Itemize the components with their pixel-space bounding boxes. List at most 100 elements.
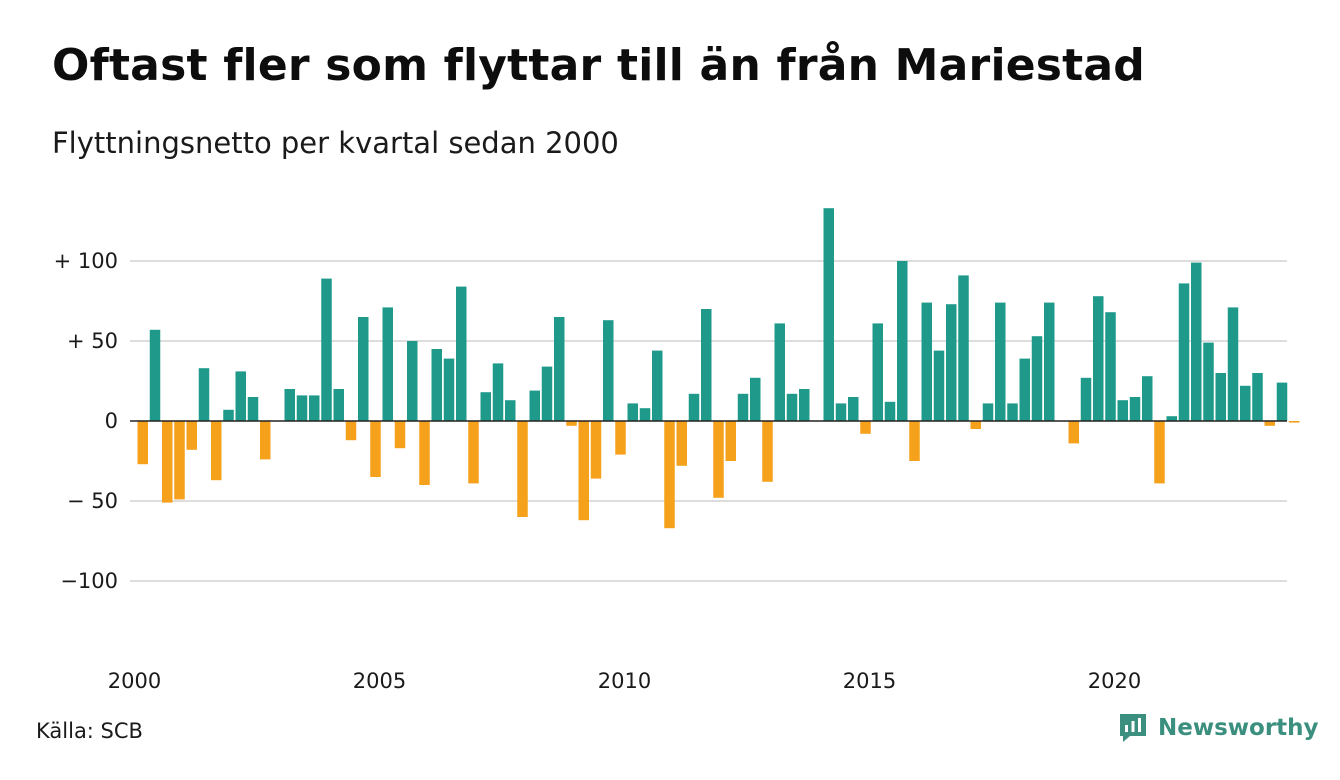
bar [492,363,504,421]
bar [456,286,467,421]
bar [970,421,981,429]
bar [921,302,932,421]
bar [897,261,908,421]
chart-title: Oftast fler som flyttar till än från Mar… [52,40,1145,91]
bar [480,392,491,421]
bar [676,421,687,466]
bar [774,323,785,421]
bar [529,390,540,421]
y-tick-label: + 50 [67,329,118,353]
bar [260,421,271,460]
bar [1215,373,1226,421]
bar [1031,336,1043,421]
bar [958,275,969,421]
brand-name: Newsworthy [1158,715,1319,741]
bar [578,421,589,521]
bar [1252,373,1263,421]
x-tick-label: 2010 [598,669,651,693]
bar [1142,376,1153,421]
bar [823,208,834,421]
bar [982,403,994,421]
bar [235,371,246,421]
bar [1178,283,1190,421]
bar [149,329,161,421]
bar [713,421,724,498]
bar [1068,421,1079,444]
y-tick-label: −100 [60,569,118,593]
bar [639,408,651,421]
bar [370,421,381,477]
chart-subtitle: Flyttningsnetto per kvartal sedan 2000 [52,126,619,160]
x-axis-ticks: 2000 2005 2010 2015 2020 [108,669,1141,693]
bar [933,350,945,421]
bar [321,278,332,421]
bar [1191,262,1202,421]
bar [309,395,320,421]
bar [590,421,602,479]
bar [1276,382,1288,421]
bar [946,304,957,421]
bar [872,323,883,421]
y-tick-label: + 100 [54,249,118,273]
bar [1007,403,1018,421]
bar [1129,397,1141,421]
bar [247,397,259,421]
bar [835,403,847,421]
x-tick-label: 2000 [108,669,161,693]
bar [431,349,442,421]
bar [186,421,197,450]
bar [725,421,736,461]
bar [554,317,565,421]
bar [382,307,393,421]
y-tick-label: − 50 [67,489,118,513]
bar [541,366,553,421]
bar [443,358,455,421]
bar [1240,385,1251,421]
x-tick-label: 2005 [353,669,406,693]
bar [627,403,638,421]
bar [1264,421,1275,426]
bar [652,350,663,421]
bar [860,421,871,434]
bar [1166,416,1177,421]
bar [296,395,308,421]
bar [799,389,810,421]
bar [394,421,406,449]
bar [1289,421,1300,423]
bar [284,389,295,421]
bar [468,421,479,484]
y-axis-ticks: + 100 + 50 0 − 50 −100 [54,249,118,593]
bar [995,302,1006,421]
bar [737,393,749,421]
bars [137,208,1300,529]
bar [884,401,896,421]
bar [688,393,700,421]
bar [505,400,516,421]
bar [1227,307,1239,421]
bar [909,421,920,461]
bar [1105,312,1116,421]
bar [162,421,173,503]
bar [358,317,369,421]
bar [137,421,148,465]
newsworthy-logo-icon [1120,714,1146,742]
brand-logo: Newsworthy [1118,712,1319,744]
bar [211,421,222,481]
bar [762,421,773,482]
bar [1044,302,1055,421]
bar [848,397,859,421]
bar [786,393,798,421]
bar [701,309,712,421]
bar [1019,358,1030,421]
bar [407,341,418,421]
bar [615,421,626,455]
bar [664,421,675,529]
bar [1093,296,1104,421]
bar [603,320,614,421]
bar [1154,421,1165,484]
bar [1117,400,1128,421]
y-tick-label: 0 [105,409,118,433]
bar [333,389,344,421]
bar [174,421,185,500]
